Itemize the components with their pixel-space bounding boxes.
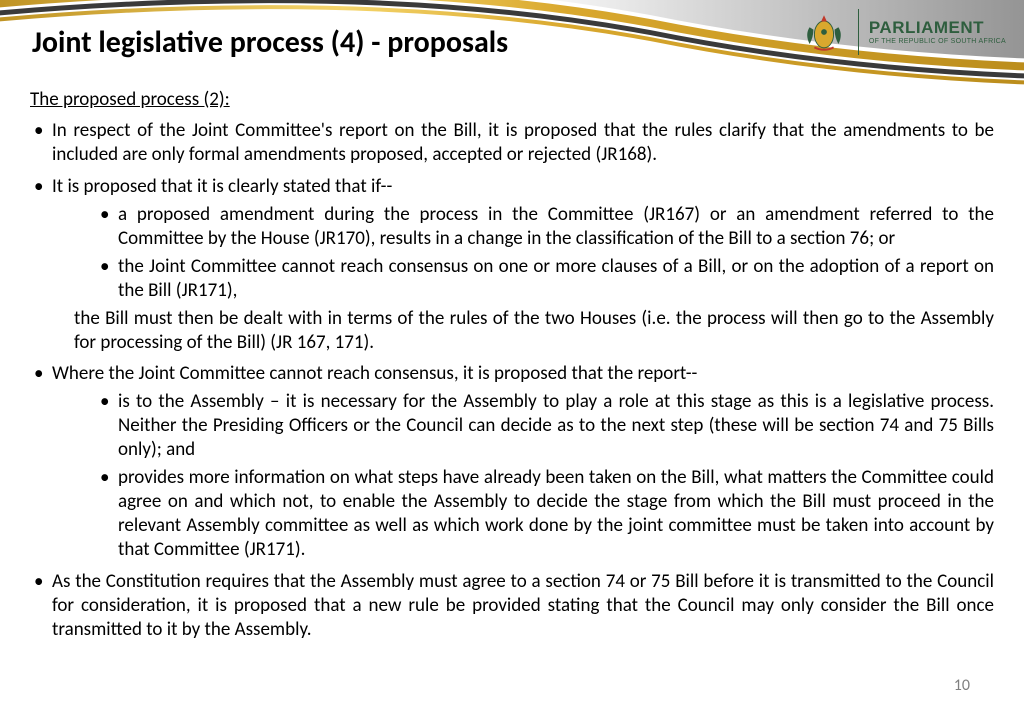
bullet-3-sub-2: provides more information on what steps … — [96, 466, 994, 562]
slide-title: Joint legislative process (4) - proposal… — [32, 24, 508, 61]
bullet-1: In respect of the Joint Committee's repo… — [30, 119, 994, 167]
logo-subtitle: OF THE REPUBLIC OF SOUTH AFRICA — [869, 38, 1006, 45]
logo-divider — [858, 9, 859, 55]
bullet-3-text: Where the Joint Committee cannot reach c… — [52, 362, 697, 385]
section-heading: The proposed process (2): — [30, 88, 994, 111]
bullet-2-sub-1: a proposed amendment during the process … — [96, 203, 994, 251]
bullet-2: It is proposed that it is clearly stated… — [30, 175, 994, 355]
slide-content: The proposed process (2): In respect of … — [30, 88, 994, 642]
page-number: 10 — [954, 676, 970, 695]
logo-title: PARLIAMENT — [869, 19, 1006, 36]
bullet-3-sub-1: is to the Assembly – it is necessary for… — [96, 390, 994, 462]
bullet-4: As the Constitution requires that the As… — [30, 570, 994, 642]
bullet-2-text: It is proposed that it is clearly stated… — [52, 175, 392, 198]
bullet-2-sub-2: the Joint Committee cannot reach consens… — [96, 255, 994, 303]
parliament-logo-block: PARLIAMENT OF THE REPUBLIC OF SOUTH AFRI… — [800, 8, 1006, 56]
bullet-2-continuation: the Bill must then be dealt with in term… — [74, 307, 994, 355]
coat-of-arms-icon — [800, 8, 848, 56]
bullet-3: Where the Joint Committee cannot reach c… — [30, 362, 994, 562]
